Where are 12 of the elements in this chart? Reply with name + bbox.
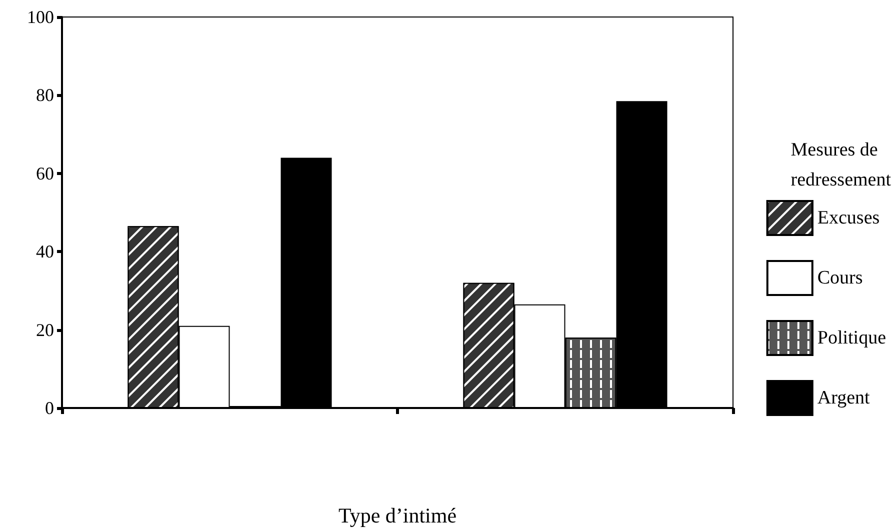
legend-title: Mesures de redressement (790, 140, 892, 190)
y-tick-label: 0 (45, 398, 54, 418)
legend-label: Argent (817, 388, 871, 408)
y-tick-label: 20 (36, 320, 54, 340)
y-tick-label: 60 (36, 163, 54, 184)
legend-label: Excuses (817, 208, 880, 228)
y-tick-label: 40 (36, 242, 54, 262)
y-tick-label: 80 (36, 85, 54, 106)
y-tick-label: 100 (27, 7, 54, 27)
legend-label: Politique (817, 328, 886, 348)
legend-label: Cours (817, 268, 863, 288)
x-axis-title: Type d’intimé (338, 504, 457, 528)
